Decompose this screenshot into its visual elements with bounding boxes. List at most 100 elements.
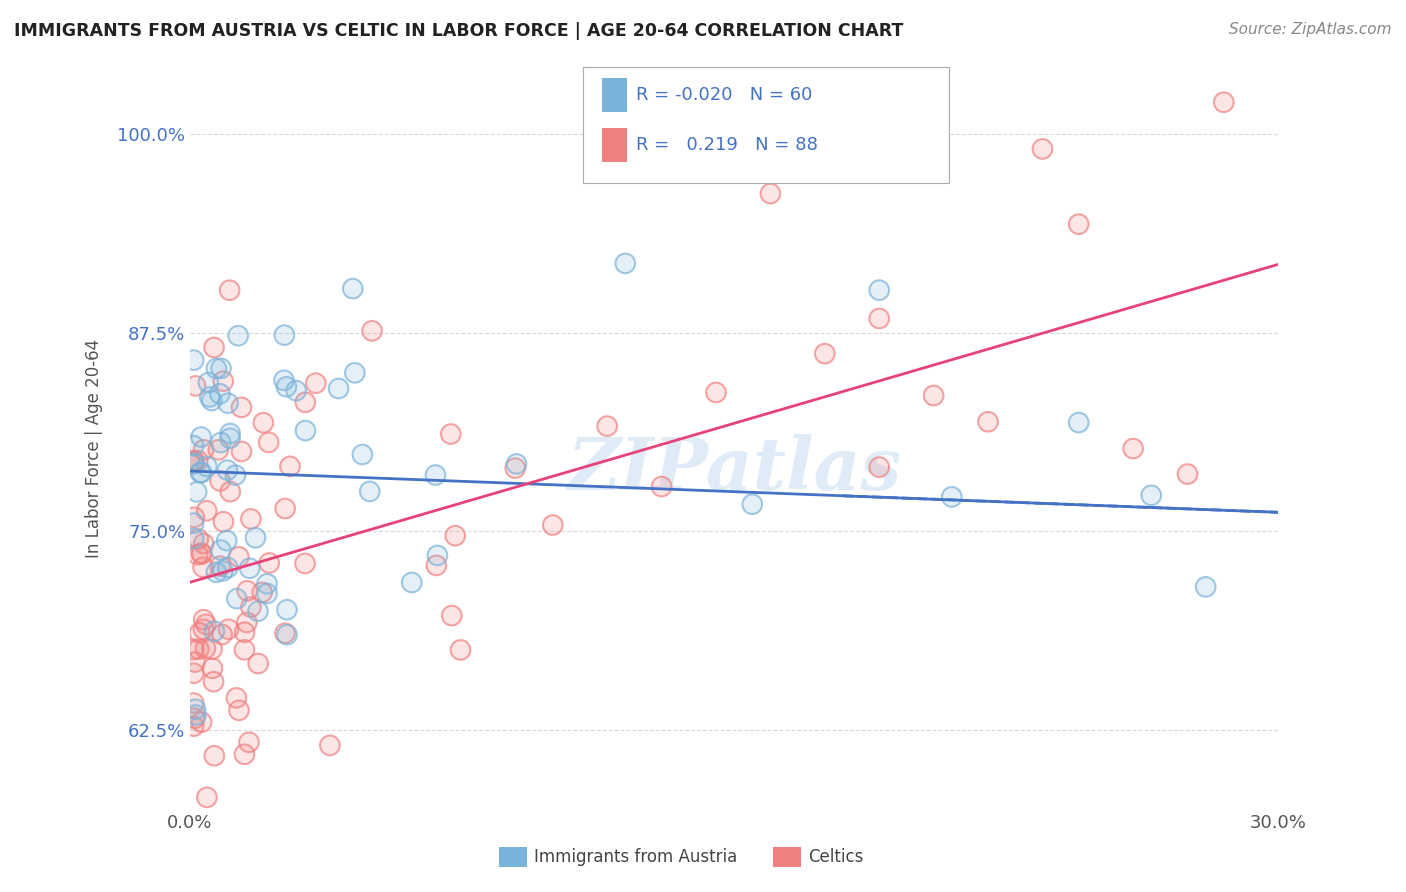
Point [233, 625, 256, 640]
Point [1212, 95, 1234, 110]
Point [183, 455, 205, 469]
Point [209, 361, 232, 376]
Point [440, 427, 463, 442]
Point [440, 427, 463, 442]
Point [252, 416, 274, 430]
Point [211, 627, 233, 641]
Point [195, 504, 218, 518]
Point [450, 643, 472, 657]
Point [209, 435, 232, 450]
Point [233, 642, 256, 657]
Point [239, 561, 262, 575]
Point [541, 518, 564, 533]
Point [1195, 580, 1218, 594]
Point [273, 328, 295, 343]
Point [194, 641, 217, 656]
Point [444, 529, 467, 543]
Point [184, 702, 207, 716]
Point [425, 558, 447, 573]
Point [195, 790, 218, 805]
Point [187, 548, 209, 562]
Point [183, 711, 205, 725]
Point [184, 655, 207, 669]
Point [184, 702, 207, 716]
Point [274, 501, 297, 516]
Point [191, 547, 214, 561]
Point [273, 373, 295, 387]
Point [193, 536, 215, 550]
Point [236, 615, 259, 630]
Point [236, 615, 259, 630]
Point [425, 558, 447, 573]
Point [226, 328, 249, 343]
Point [294, 557, 316, 571]
Point [228, 703, 250, 717]
Point [614, 256, 637, 270]
Point [233, 642, 256, 657]
Point [183, 666, 205, 681]
Point [202, 624, 225, 639]
Point [228, 703, 250, 717]
Point [977, 415, 1000, 429]
Point [868, 283, 890, 297]
Point [294, 395, 316, 409]
Point [187, 642, 209, 657]
Point [276, 603, 298, 617]
Point [209, 543, 232, 558]
Point [201, 661, 224, 675]
Point [191, 560, 214, 574]
Point [212, 515, 235, 529]
Point [273, 373, 295, 387]
Point [217, 560, 239, 574]
Point [202, 341, 225, 355]
Point [208, 474, 231, 488]
Point [225, 690, 247, 705]
Point [342, 282, 364, 296]
Point [759, 186, 782, 201]
Point [205, 566, 228, 580]
Point [224, 468, 246, 483]
Text: IMMIGRANTS FROM AUSTRIA VS CELTIC IN LABOR FORCE | AGE 20-64 CORRELATION CHART: IMMIGRANTS FROM AUSTRIA VS CELTIC IN LAB… [14, 22, 904, 40]
Point [225, 690, 247, 705]
Point [195, 790, 218, 805]
Point [236, 583, 259, 598]
Text: Source: ZipAtlas.com: Source: ZipAtlas.com [1229, 22, 1392, 37]
Text: ZIPatlas: ZIPatlas [567, 434, 901, 505]
Point [190, 715, 212, 730]
Point [201, 661, 224, 675]
Point [217, 560, 239, 574]
Point [184, 708, 207, 723]
Point [183, 455, 205, 469]
Point [1177, 467, 1199, 481]
Point [183, 696, 205, 710]
Point [217, 463, 239, 477]
Point [187, 453, 209, 467]
Point [190, 715, 212, 730]
Point [190, 546, 212, 560]
Point [239, 600, 262, 615]
Point [246, 604, 269, 618]
Point [401, 575, 423, 590]
Point [256, 586, 278, 600]
Point [276, 380, 298, 394]
Point [256, 586, 278, 600]
Point [219, 426, 242, 441]
Point [219, 426, 242, 441]
Point [941, 490, 963, 504]
Point [208, 386, 231, 401]
Point [194, 641, 217, 656]
Point [190, 430, 212, 444]
Point [190, 546, 212, 560]
Point [209, 559, 232, 574]
Point [208, 474, 231, 488]
Point [183, 353, 205, 368]
Point [202, 748, 225, 763]
Point [814, 346, 837, 360]
Point [294, 395, 316, 409]
Point [361, 324, 384, 338]
Point [183, 642, 205, 657]
Point [183, 453, 205, 467]
Point [236, 583, 259, 598]
Point [187, 642, 209, 657]
Point [219, 431, 242, 445]
